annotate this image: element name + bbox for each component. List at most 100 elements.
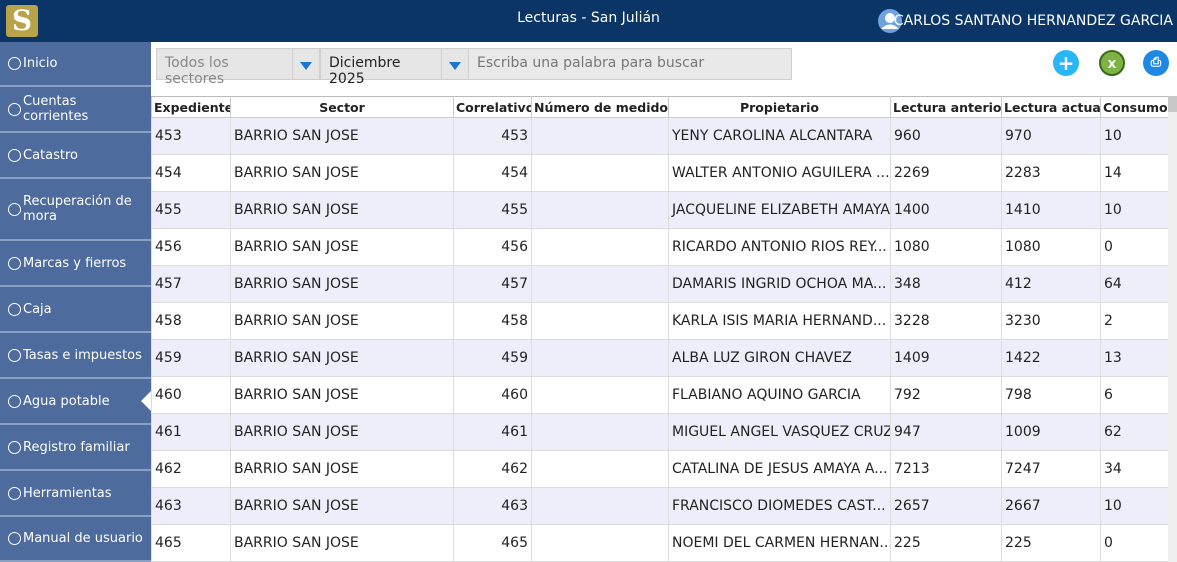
table-cell: 465 [151,524,231,562]
table-row[interactable]: 462 BARRIO SAN JOSE 462 CATALINA DE JESUS A… [151,450,1169,488]
print-button[interactable]: ⎙ [1143,50,1169,76]
item-label[interactable]: Agua potable [23,393,110,409]
table-cell: 1080 [890,228,1002,266]
sector-dropdown[interactable] [292,48,320,80]
search-input[interactable]: Escriba una palabra para buscar [468,48,792,80]
table-cell [531,413,669,451]
table-cell [531,376,669,414]
sidebar-item[interactable]: Tasas e impuestos [0,333,151,379]
item-label[interactable]: Herramientas [23,485,112,501]
column-header[interactable]: Expediente [151,96,231,118]
user-icon [878,9,902,33]
month-select[interactable]: Diciembre 2025 [320,48,442,87]
column-header[interactable]: Correlativo [453,96,532,118]
item-label[interactable]: Inicio [23,56,58,71]
table-cell: 1009 [1001,413,1101,451]
table-cell: 960 [890,117,1002,155]
table-row[interactable]: 459 BARRIO SAN JOSE 459 ALBA LUZ GIRON CHAV… [151,339,1169,377]
item-label[interactable]: Caja [23,301,52,317]
add-button[interactable]: + [1053,50,1079,76]
table-row[interactable]: 463 BARRIO SAN JOSE 463 FRANCISCO DIOMEDES … [151,487,1169,525]
sidebar-item[interactable]: Cuentas corrientes [0,87,151,133]
table-cell: 462 [151,450,231,488]
table-row[interactable]: 458 BARRIO SAN JOSE 458 KARLA ISIS MARIA HE… [151,302,1169,340]
table-cell: 2667 [1001,487,1101,525]
table-cell: BARRIO SAN JOSE [230,302,454,340]
item-icon [8,256,21,270]
table-row[interactable]: 465 BARRIO SAN JOSE 465 NOEMI DEL CARMEN HE… [151,524,1169,562]
table-cell: WALTER ANTONIO AGUILERA ... [668,154,891,192]
table-row[interactable]: 454 BARRIO SAN JOSE 454 WALTER ANTONIO AGUI… [151,154,1169,192]
column-header[interactable]: Propietario [668,96,891,118]
column-header[interactable]: Sector [230,96,454,118]
table-row[interactable]: 461 BARRIO SAN JOSE 461 MIGUEL ANGEL VASQUE… [151,413,1169,451]
column-header[interactable]: Lectura actual [1001,96,1101,118]
table-cell: 456 [151,228,231,266]
table-cell: 455 [151,191,231,229]
top-bar: S Lecturas - San Julián CARLOS SANTANO H… [0,0,1177,42]
table-row[interactable]: 453 BARRIO SAN JOSE 453 YENY CAROLINA ALCAN… [151,117,1169,155]
sidebar-item[interactable]: Agua potable [0,379,151,425]
header-row: Expediente Sector Correlativo Número de med… [151,96,1169,118]
item-icon [8,440,21,454]
sidebar-item[interactable]: Herramientas [0,471,151,517]
table-cell [531,154,669,192]
table-cell: BARRIO SAN JOSE [230,117,454,155]
table-cell: 792 [890,376,1002,414]
table-cell: BARRIO SAN JOSE [230,413,454,451]
table-cell [531,450,669,488]
sidebar-item[interactable]: Caja [0,287,151,333]
table-cell: 461 [151,413,231,451]
table-cell: 1080 [1001,228,1101,266]
table-cell: 0 [1100,228,1169,266]
table-cell: 456 [453,228,532,266]
table-row[interactable]: 455 BARRIO SAN JOSE 455 JACQUELINE ELIZABET… [151,191,1169,229]
toolbar: Todos los sectores Diciembre 2025 Escrib… [151,42,1177,96]
item-icon [8,302,21,316]
table-cell: 459 [151,339,231,377]
item-icon [8,202,21,216]
table-cell: 10 [1100,191,1169,229]
table-row[interactable]: 456 BARRIO SAN JOSE 456 RICARDO ANTONIO RIO… [151,228,1169,266]
column-header[interactable]: Lectura anterior [890,96,1002,118]
scrollbar[interactable] [1168,96,1177,562]
table-cell: 798 [1001,376,1101,414]
item-label[interactable]: Registro familiar [23,439,130,455]
column-header[interactable]: Número de medidor [531,96,669,118]
sidebar-item[interactable]: Registro familiar [0,425,151,471]
table-cell: 7247 [1001,450,1101,488]
item-icon [8,486,21,500]
sector-select[interactable]: Todos los sectores [156,48,293,87]
item-label[interactable]: Cuentas corrientes [23,94,89,124]
item-label[interactable]: Manual de usuario [23,531,143,546]
table-cell: 457 [151,265,231,303]
table-row[interactable]: 460 BARRIO SAN JOSE 460 FLABIANO AQUINO GAR… [151,376,1169,414]
sidebar-item[interactable]: Marcas y fierros [0,241,151,287]
table-cell: 1409 [890,339,1002,377]
sidebar-item[interactable]: Inicio [0,42,151,87]
table-cell: 225 [1001,524,1101,562]
item-label[interactable]: Catastro [23,147,78,163]
item-icon [8,348,21,362]
table-cell [531,339,669,377]
item-label[interactable]: Recuperación de mora [23,194,132,224]
table-cell [531,487,669,525]
sidebar-item[interactable]: Catastro [0,133,151,179]
excel-button[interactable]: X [1099,50,1125,76]
sidebar-item[interactable]: Manual de usuario [0,517,151,562]
item-label[interactable]: Tasas e impuestos [23,347,142,363]
table-cell: 458 [453,302,532,340]
table-cell [531,117,669,155]
table-cell: 457 [453,265,532,303]
month-dropdown[interactable] [441,48,469,80]
column-header[interactable]: Consumo [1100,96,1169,118]
user-name[interactable]: CARLOS SANTANO HERNANDEZ GARCIA [893,13,1173,29]
item-label[interactable]: Marcas y fierros [23,255,127,271]
table-cell: 463 [151,487,231,525]
table-cell: 412 [1001,265,1101,303]
sidebar-item[interactable]: Recuperación de mora [0,179,151,241]
table-cell: BARRIO SAN JOSE [230,450,454,488]
table-row[interactable]: 457 BARRIO SAN JOSE 457 DAMARIS INGRID OCHO… [151,265,1169,303]
table-cell: 1422 [1001,339,1101,377]
